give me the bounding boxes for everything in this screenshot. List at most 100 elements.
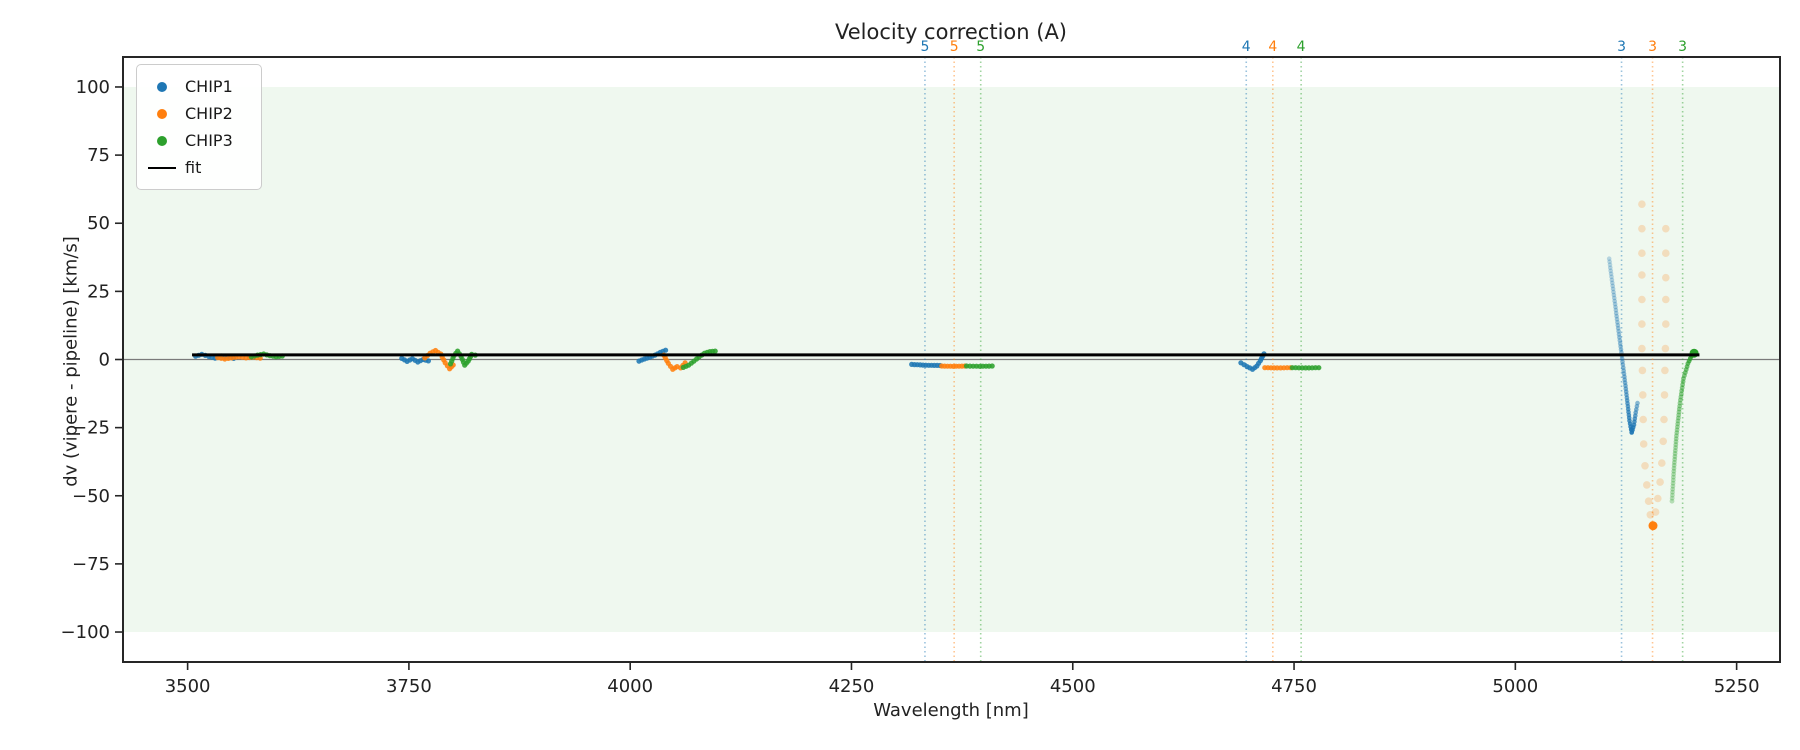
chip3-points: [1672, 448, 1678, 453]
chip3-points: [1676, 409, 1682, 415]
chip2-points: [1638, 224, 1646, 233]
chip1-points: [1614, 313, 1619, 319]
y-tick-label: −50: [72, 486, 110, 507]
chip1-points: [1611, 289, 1616, 295]
chip3-points: [1675, 421, 1681, 427]
chip2-points: [1639, 391, 1647, 399]
x-tick-label: 4500: [1050, 676, 1096, 697]
chip3-points: [1674, 430, 1680, 436]
chip2-points: [1638, 271, 1646, 279]
chip3-points: [1669, 498, 1675, 504]
chip2-points: [1643, 481, 1651, 489]
chip2-points: [1638, 366, 1647, 375]
chip3-points: [1670, 480, 1676, 486]
legend-label: fit: [185, 158, 202, 177]
chip2-points: [1658, 459, 1666, 467]
y-tick-label: −25: [72, 418, 110, 439]
chip1-points: [1608, 271, 1614, 277]
chip1-points: [1607, 259, 1612, 265]
chip1-points: [1618, 347, 1624, 352]
x-tick-label: 5000: [1492, 676, 1538, 697]
chip3-points: [1670, 483, 1676, 489]
chip1-points: [425, 358, 431, 364]
chip2-points: [1662, 273, 1670, 282]
x-tick-label: 5250: [1714, 676, 1760, 697]
chip1-points: [1615, 320, 1620, 325]
chip1-points: [1635, 400, 1640, 406]
x-tick-label: 4000: [607, 676, 653, 697]
chip3-points: [1671, 465, 1677, 471]
chip1-points: [1616, 329, 1621, 334]
chip1-points: [1608, 268, 1613, 274]
chip2-points: [1638, 344, 1646, 353]
chip2-points: [1662, 295, 1670, 304]
chip1-points: [1610, 283, 1615, 289]
chip1-points: [1606, 256, 1612, 262]
chip2-points: [1638, 295, 1646, 304]
chip3-points: [1670, 477, 1676, 483]
order-number-label: 3: [1648, 39, 1657, 55]
chip3-points: [1677, 400, 1683, 406]
chip3-points: [989, 363, 995, 369]
chip1-points: [1617, 341, 1623, 346]
chip1-points: [1610, 286, 1616, 292]
order-number-label: 3: [1678, 39, 1687, 55]
order-number-label: 4: [1268, 39, 1277, 55]
order-number-label: 4: [1297, 39, 1306, 55]
chip3-points: [1674, 427, 1680, 433]
chip3-points: [1671, 474, 1676, 480]
chip1-points: [663, 347, 669, 353]
chip3-points: [1675, 424, 1680, 430]
chip3-points: [1672, 454, 1678, 459]
y-tick-label: −100: [61, 622, 110, 643]
y-tick-label: 75: [87, 145, 110, 166]
chip2-points: [1662, 249, 1670, 257]
chip1-points: [1609, 274, 1614, 280]
chip3-points: [1676, 412, 1682, 418]
chip3-points: [1669, 495, 1675, 501]
chip1-points: [1618, 344, 1623, 349]
chip3-points: [1673, 439, 1679, 445]
fit-line-icon: [147, 166, 177, 169]
legend-glyph: [148, 166, 176, 169]
chip2-points: [1638, 200, 1646, 208]
chip3-points: [1673, 436, 1679, 442]
chip1-points: [1614, 316, 1620, 322]
chip2-points: [1644, 497, 1653, 506]
chip1-points: [1613, 307, 1619, 313]
chip1-points: [1616, 332, 1622, 337]
chip2-points: [1646, 511, 1655, 519]
chip1-points: [1612, 298, 1617, 304]
x-tick-label: 3750: [386, 676, 432, 697]
chip3-points: [1676, 415, 1681, 421]
legend-item-chip1: CHIP1: [147, 73, 251, 100]
chart-title: Velocity correction (A): [834, 20, 1068, 44]
chip3-points: [1671, 471, 1676, 477]
chip3-marker-icon: [147, 135, 177, 146]
chip2-points: [1662, 224, 1670, 233]
legend-label: CHIP3: [185, 131, 233, 150]
chip2-points: [1638, 249, 1646, 257]
order-number-label: 3: [1617, 39, 1626, 55]
chip2-points: [1660, 415, 1668, 424]
chip3-points: [1675, 418, 1681, 424]
legend: CHIP1 CHIP2 CHIP3 fit: [136, 64, 262, 190]
chip2-points: [1662, 320, 1670, 328]
chip1-points: [1620, 359, 1625, 364]
chip1-points: [1610, 280, 1615, 286]
order-number-label: 5: [976, 39, 985, 55]
y-tick-label: −75: [72, 554, 110, 575]
chip2-points: [1639, 440, 1648, 448]
chip3-points: [1671, 462, 1677, 468]
chip2-points: [1661, 344, 1670, 353]
x-tick-label: 4750: [1271, 676, 1317, 697]
chip1-points: [1617, 335, 1622, 340]
chip1-points: [1619, 356, 1625, 361]
chip1-points: [1607, 262, 1613, 268]
chip2-points: [1639, 415, 1647, 424]
chip3-points: [1670, 492, 1675, 498]
chip3-points: [1676, 406, 1682, 412]
chip2-points: [1651, 508, 1660, 516]
chip3-points: [1672, 460, 1677, 465]
